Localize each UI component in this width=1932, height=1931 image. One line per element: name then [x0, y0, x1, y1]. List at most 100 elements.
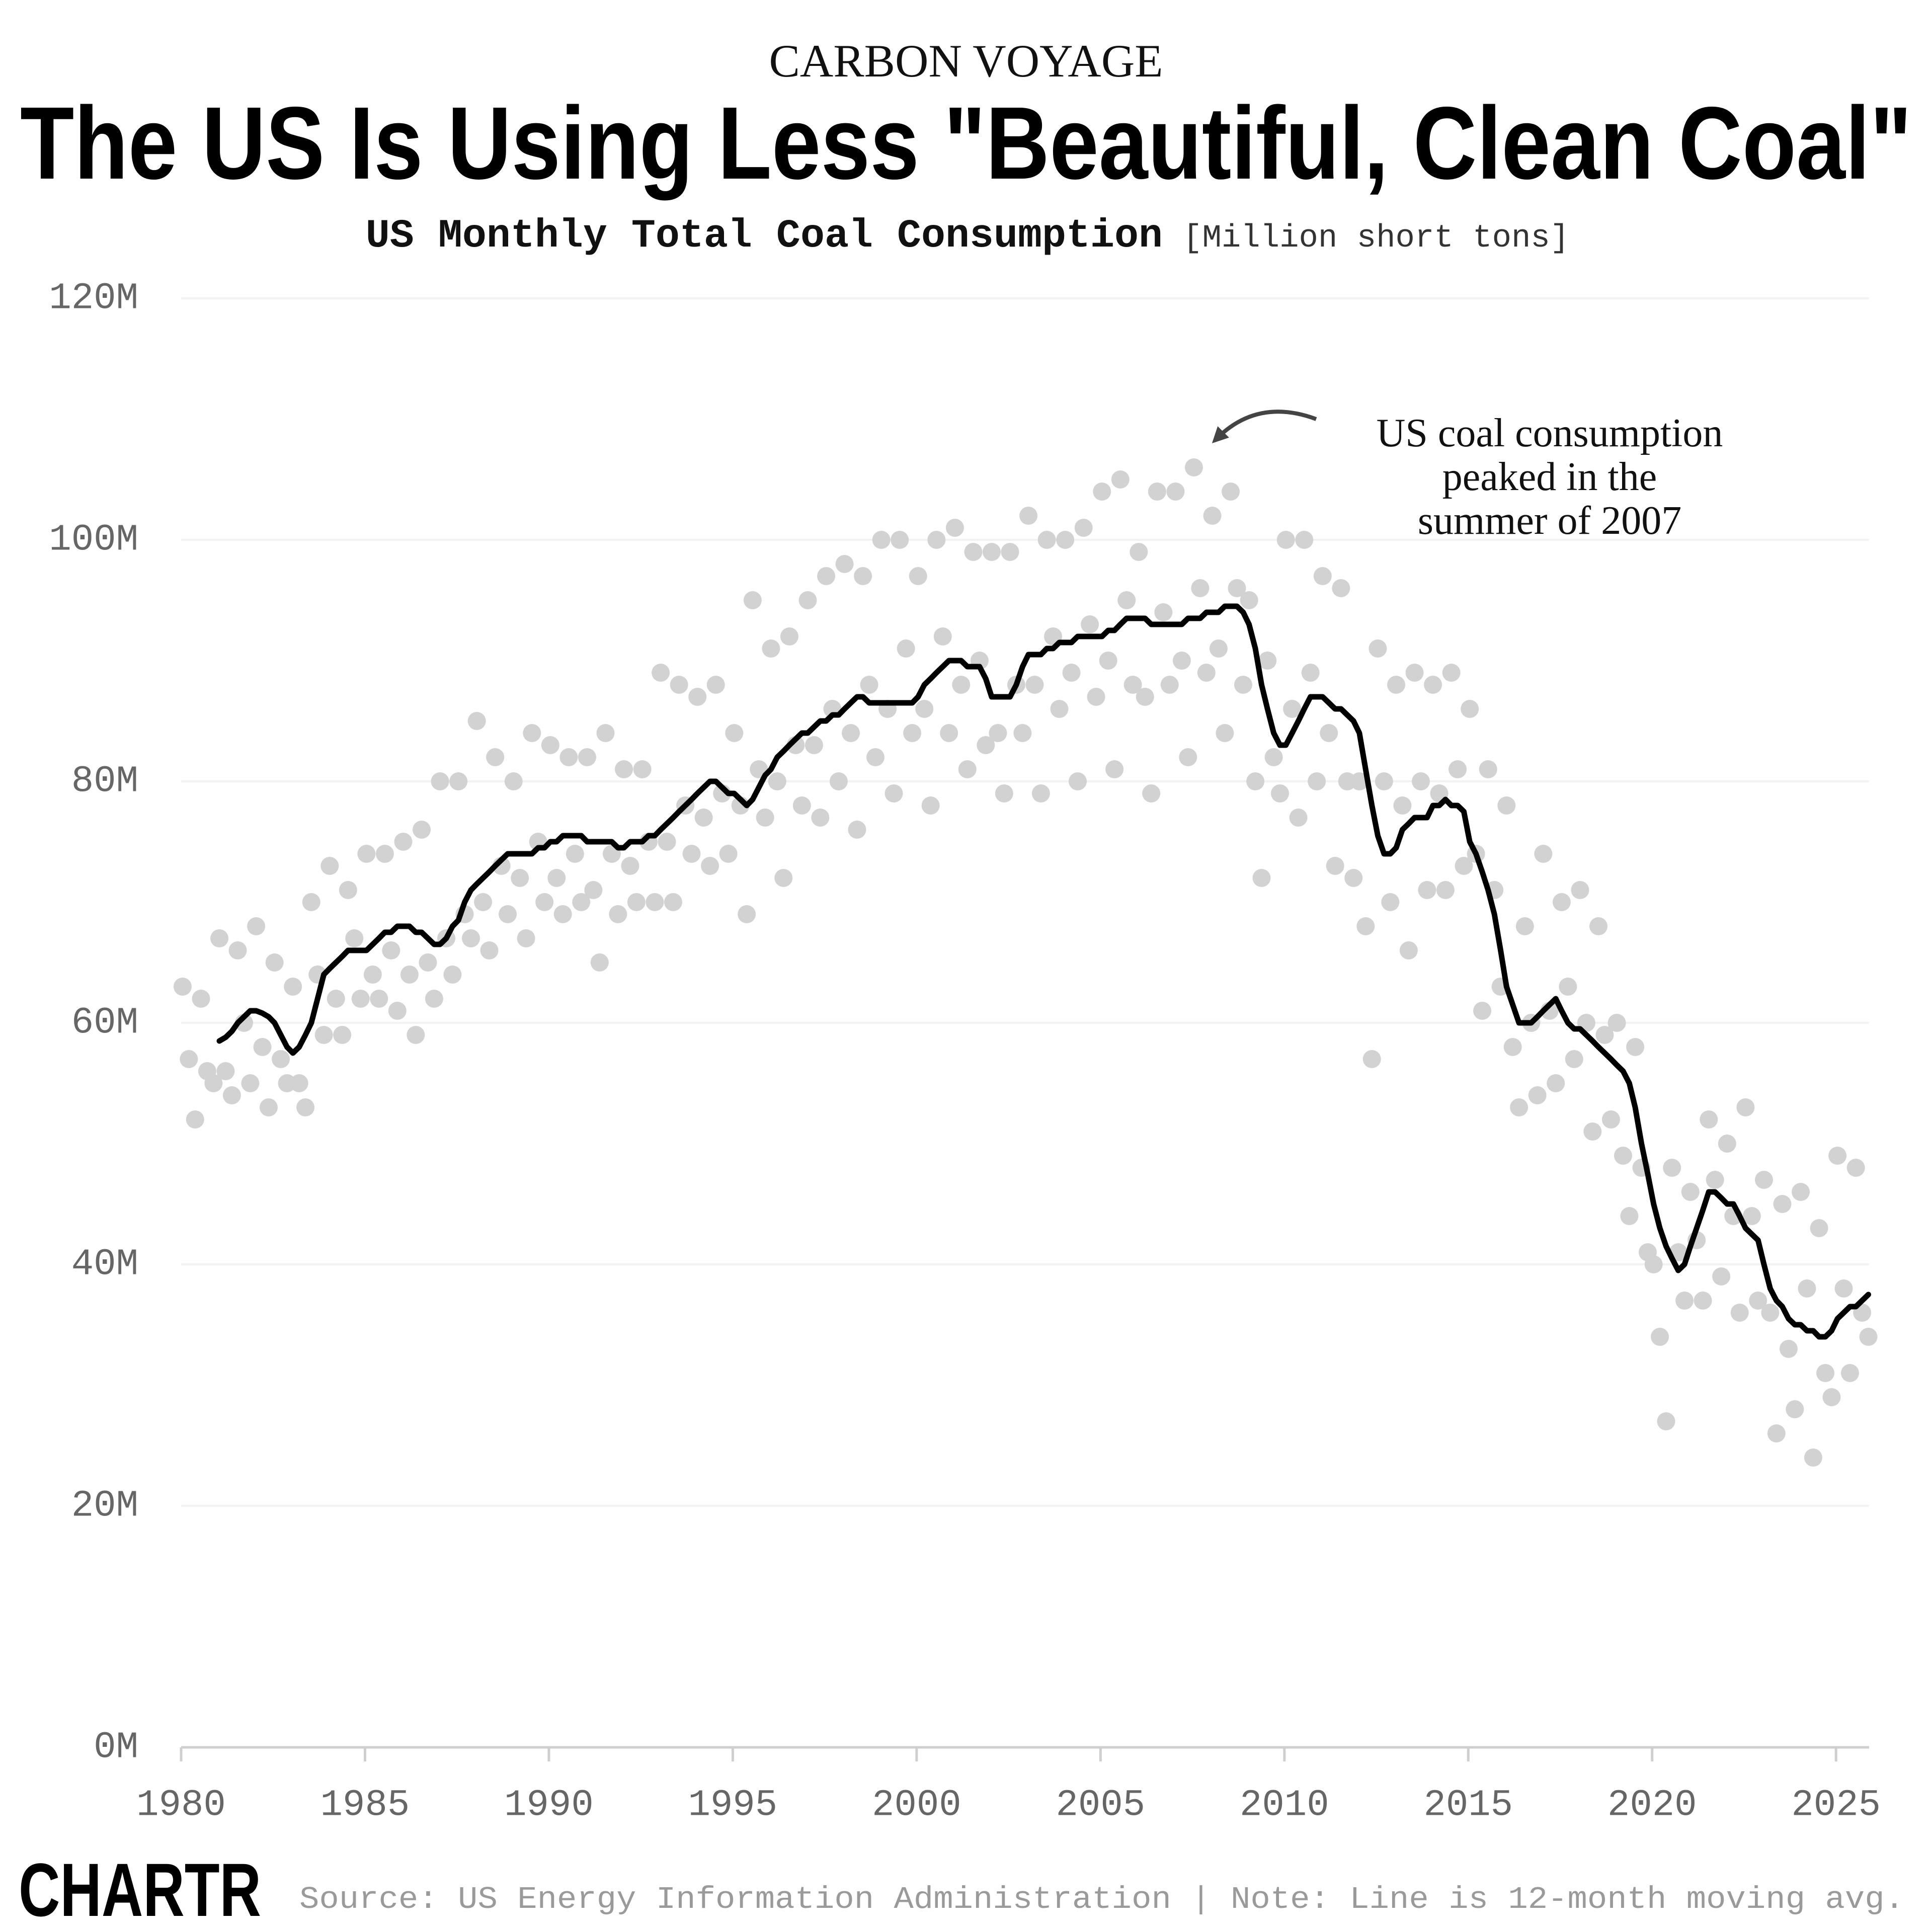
logo: CHARTR	[19, 1847, 261, 1931]
data-point	[768, 772, 786, 790]
data-point	[1308, 772, 1326, 790]
data-point	[247, 917, 266, 935]
data-point	[1754, 1171, 1773, 1189]
x-tick-label: 1990	[504, 1785, 594, 1827]
data-point	[1264, 748, 1283, 766]
data-point	[989, 724, 1007, 742]
data-point	[547, 869, 566, 887]
data-point	[615, 760, 633, 778]
data-point	[1037, 531, 1056, 549]
data-point	[1455, 857, 1473, 875]
data-point	[339, 881, 357, 899]
data-point	[1295, 531, 1314, 549]
data-point	[1062, 664, 1081, 682]
data-point	[1503, 1038, 1522, 1056]
data-point	[897, 639, 915, 658]
data-point	[1418, 881, 1436, 899]
data-point	[701, 857, 719, 875]
data-point	[345, 929, 364, 947]
data-point	[186, 1110, 204, 1129]
data-point	[1792, 1183, 1810, 1201]
data-point	[1136, 688, 1154, 706]
data-point	[388, 1002, 407, 1020]
data-point	[1798, 1279, 1816, 1298]
data-point	[940, 724, 958, 742]
data-point	[467, 712, 486, 730]
data-point	[903, 724, 922, 742]
data-point	[842, 724, 860, 742]
data-point	[1528, 1086, 1547, 1104]
data-point	[1381, 893, 1400, 911]
data-point	[1614, 1147, 1633, 1165]
data-point	[1547, 1074, 1565, 1092]
data-point	[1399, 941, 1418, 959]
data-point	[1001, 543, 1019, 561]
data-point	[1583, 1122, 1602, 1141]
data-point	[192, 990, 210, 1008]
data-point	[1859, 1328, 1878, 1346]
source: Source: US Energy Information Administra…	[299, 1882, 1904, 1917]
data-point	[1816, 1364, 1835, 1382]
data-point	[982, 543, 1001, 561]
data-point	[1730, 1304, 1749, 1322]
data-point	[1228, 579, 1246, 597]
data-point	[302, 893, 320, 911]
data-point	[553, 905, 572, 923]
data-point	[1142, 784, 1161, 802]
data-point	[621, 857, 639, 875]
data-point	[860, 676, 878, 694]
data-point	[1154, 603, 1173, 621]
data-point	[958, 760, 977, 778]
data-point	[1442, 664, 1461, 682]
data-point	[1559, 978, 1577, 996]
data-point	[1595, 1026, 1614, 1044]
unit: [Million short tons]	[1183, 220, 1569, 257]
data-point	[780, 627, 798, 646]
data-point	[180, 1050, 198, 1068]
chart-title: The US Is Using Less "Beautiful, Clean C…	[20, 86, 1912, 201]
data-point	[419, 953, 437, 972]
data-point	[499, 905, 517, 923]
data-point	[1203, 507, 1222, 525]
y-tick-label: 120M	[49, 278, 138, 320]
data-point	[1626, 1038, 1645, 1056]
data-point	[1620, 1207, 1639, 1225]
data-point	[1644, 1255, 1663, 1273]
data-point	[1081, 615, 1099, 633]
data-point	[1289, 809, 1308, 827]
data-point	[559, 748, 578, 766]
data-point	[706, 676, 725, 694]
data-point	[1258, 652, 1277, 670]
data-point	[804, 736, 823, 754]
data-point	[382, 941, 400, 959]
data-point	[891, 531, 909, 549]
data-point	[652, 664, 670, 682]
data-point	[320, 857, 339, 875]
data-point	[1111, 470, 1130, 489]
data-point	[909, 567, 927, 585]
data-point	[443, 966, 462, 984]
data-point	[1828, 1147, 1847, 1165]
x-tick-label: 1980	[136, 1785, 226, 1827]
data-point	[756, 809, 774, 827]
data-point	[854, 567, 872, 585]
data-point	[1234, 676, 1252, 694]
annotation-line: summer of 2007	[1418, 499, 1681, 543]
data-point	[265, 953, 284, 972]
data-point	[272, 1050, 290, 1068]
data-point	[314, 1026, 333, 1044]
data-point	[1510, 1098, 1528, 1116]
data-point	[1276, 531, 1295, 549]
data-point	[204, 1074, 223, 1092]
data-point	[173, 978, 192, 996]
data-point	[1216, 724, 1234, 742]
y-tick-label: 60M	[71, 1002, 138, 1044]
data-point	[228, 941, 247, 959]
annotation-arrow	[1212, 410, 1317, 444]
data-point	[1405, 664, 1424, 682]
data-point	[694, 809, 713, 827]
data-point	[296, 1098, 315, 1116]
data-point	[682, 845, 701, 863]
annotation-line: US coal consumption	[1377, 411, 1723, 455]
